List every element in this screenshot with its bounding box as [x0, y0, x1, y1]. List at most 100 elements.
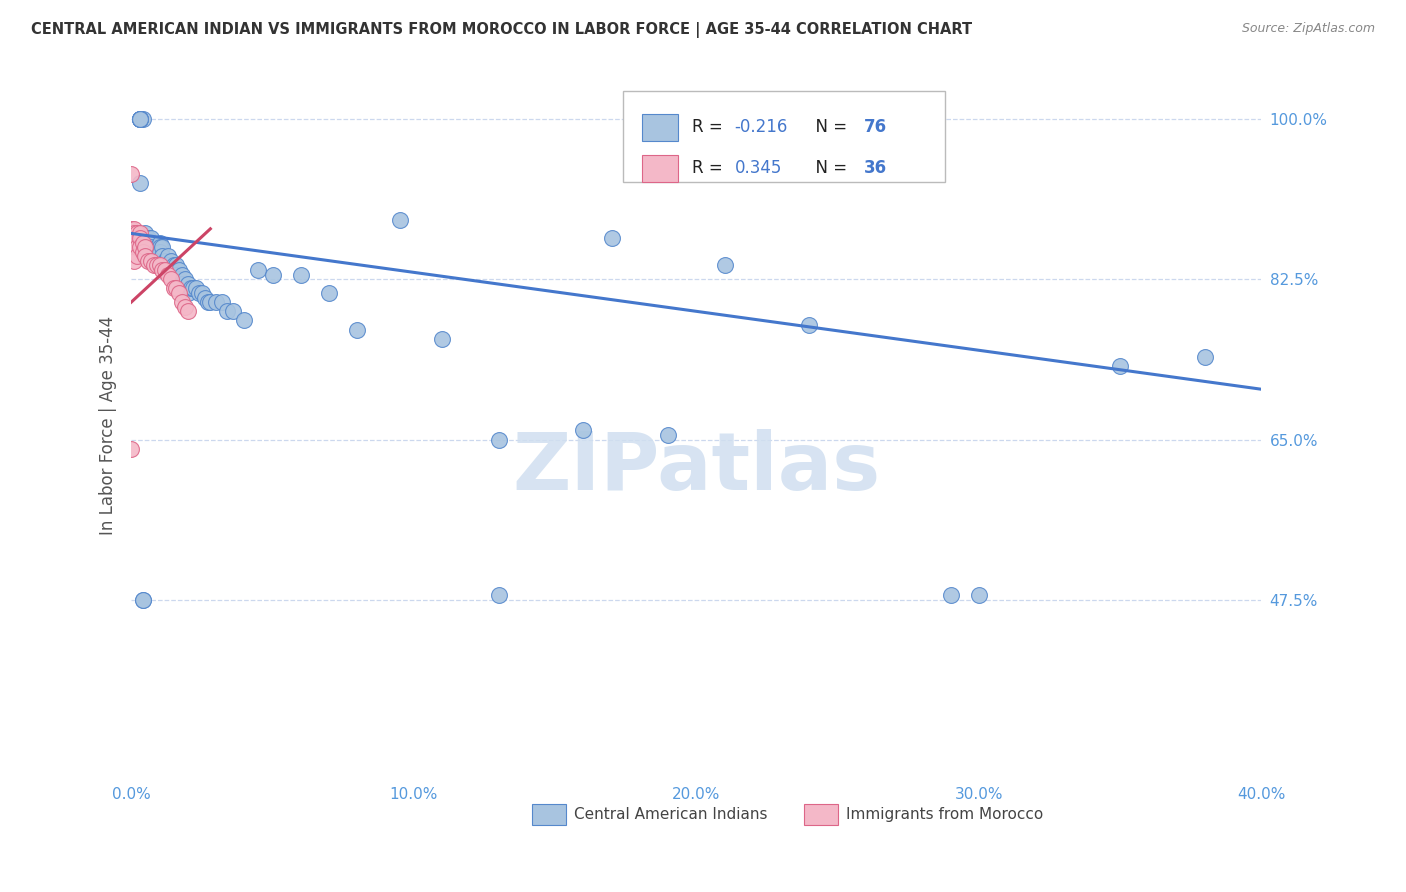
Point	[290, 268, 312, 282]
Point	[125, 240, 148, 254]
FancyBboxPatch shape	[623, 91, 945, 182]
Point	[156, 249, 179, 263]
Point	[131, 593, 153, 607]
Point	[150, 263, 173, 277]
Point	[148, 240, 170, 254]
Point	[125, 231, 148, 245]
Point	[153, 263, 176, 277]
Text: Central American Indians: Central American Indians	[574, 806, 768, 822]
Point	[120, 222, 142, 236]
Point	[134, 249, 156, 263]
Text: R =: R =	[692, 119, 728, 136]
Point	[139, 253, 162, 268]
Point	[174, 272, 197, 286]
Point	[166, 281, 188, 295]
Point	[131, 235, 153, 250]
Point	[233, 313, 256, 327]
Point	[153, 259, 176, 273]
Point	[145, 240, 167, 254]
Text: 36: 36	[863, 160, 887, 178]
Point	[150, 240, 173, 254]
Point	[172, 277, 194, 291]
Point	[488, 589, 510, 603]
Point	[186, 281, 208, 295]
FancyBboxPatch shape	[643, 114, 678, 141]
Point	[177, 285, 200, 300]
FancyBboxPatch shape	[533, 804, 567, 825]
Point	[174, 300, 197, 314]
Point	[183, 281, 205, 295]
Point	[128, 112, 150, 126]
Point	[205, 295, 228, 310]
Point	[136, 253, 159, 268]
Point	[346, 323, 368, 337]
Point	[120, 167, 142, 181]
Point	[134, 235, 156, 250]
Point	[122, 253, 145, 268]
Text: 76: 76	[863, 119, 887, 136]
Point	[247, 263, 270, 277]
Point	[145, 259, 167, 273]
Point	[125, 231, 148, 245]
Point	[139, 240, 162, 254]
Point	[128, 240, 150, 254]
Text: -0.216: -0.216	[735, 119, 789, 136]
Point	[194, 291, 217, 305]
Point	[128, 112, 150, 126]
Point	[657, 428, 679, 442]
Point	[488, 433, 510, 447]
Point	[262, 268, 284, 282]
Point	[166, 259, 188, 273]
Point	[430, 332, 453, 346]
Point	[177, 277, 200, 291]
Point	[131, 593, 153, 607]
Point	[139, 231, 162, 245]
Point	[191, 285, 214, 300]
Point	[122, 222, 145, 236]
Point	[134, 227, 156, 241]
Point	[169, 263, 191, 277]
Point	[148, 235, 170, 250]
Point	[188, 285, 211, 300]
Point	[156, 259, 179, 273]
Point	[169, 272, 191, 286]
Point	[159, 253, 181, 268]
Point	[148, 259, 170, 273]
Point	[134, 240, 156, 254]
Point	[211, 295, 233, 310]
Point	[128, 176, 150, 190]
Point	[145, 244, 167, 259]
Point	[120, 244, 142, 259]
Point	[156, 268, 179, 282]
Point	[222, 304, 245, 318]
Point	[136, 240, 159, 254]
Point	[939, 589, 962, 603]
Point	[172, 268, 194, 282]
Point	[131, 244, 153, 259]
Point	[388, 212, 411, 227]
Point	[162, 259, 184, 273]
Point	[169, 285, 191, 300]
Point	[128, 112, 150, 126]
Point	[125, 249, 148, 263]
Point	[128, 112, 150, 126]
Point	[1109, 359, 1132, 374]
Point	[200, 295, 222, 310]
Point	[156, 263, 179, 277]
Point	[120, 442, 142, 456]
FancyBboxPatch shape	[643, 155, 678, 182]
Point	[125, 227, 148, 241]
Text: CENTRAL AMERICAN INDIAN VS IMMIGRANTS FROM MOROCCO IN LABOR FORCE | AGE 35-44 CO: CENTRAL AMERICAN INDIAN VS IMMIGRANTS FR…	[31, 22, 972, 38]
Point	[153, 253, 176, 268]
Point	[136, 231, 159, 245]
Point	[172, 295, 194, 310]
Point	[148, 244, 170, 259]
Point	[128, 231, 150, 245]
Point	[150, 249, 173, 263]
Point	[177, 304, 200, 318]
Point	[142, 249, 165, 263]
Point	[318, 285, 340, 300]
Y-axis label: In Labor Force | Age 35-44: In Labor Force | Age 35-44	[100, 317, 117, 535]
Point	[159, 263, 181, 277]
Point	[1194, 350, 1216, 364]
